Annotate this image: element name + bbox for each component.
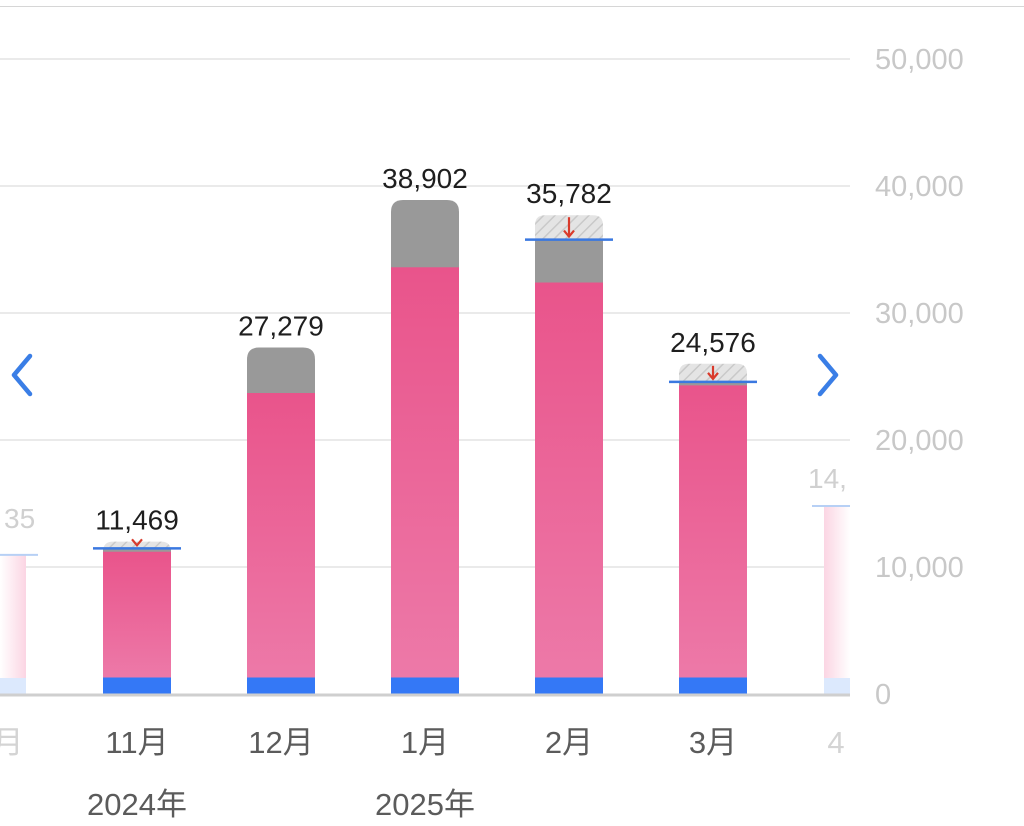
reduction-arrow-head (131, 538, 143, 548)
gray-segment (391, 199, 459, 269)
partial-bar-left-base (0, 678, 26, 694)
blue-segment (391, 677, 459, 694)
partial-month-left: 月 (0, 725, 24, 760)
partial-value-label-left: 35 (4, 503, 35, 534)
pink-segment (535, 282, 603, 678)
next-period-button[interactable] (808, 350, 848, 400)
y-tick-label: 50,000 (875, 44, 964, 76)
reduction-arrow-head (707, 372, 719, 381)
x-tick-label: 1月 (401, 725, 449, 760)
pink-segment (679, 385, 747, 678)
y-tick-label: 40,000 (875, 171, 964, 203)
x-tick-label: 2月 (545, 725, 593, 760)
blue-segment (103, 677, 171, 694)
partial-value-label-right: 14, (808, 463, 847, 494)
year-label: 2024年 (87, 787, 187, 822)
y-tick-label: 20,000 (875, 425, 964, 457)
y-tick-label: 30,000 (875, 298, 964, 330)
bars (93, 199, 757, 694)
value-labels: 11,469 27,279 38,902 35,782 24,576 (95, 163, 756, 536)
gray-segment (679, 381, 747, 387)
x-tick-label: 11月 (105, 725, 168, 760)
blue-segment (247, 677, 315, 694)
reduction-arrow-head (563, 229, 575, 239)
partial-month-right: 4 (827, 725, 844, 760)
y-tick-label: 10,000 (875, 552, 964, 584)
partial-bars: 35 14, (0, 463, 850, 694)
pink-segment (103, 551, 171, 678)
y-axis: 0 10,000 20,000 30,000 40,000 50,000 (875, 44, 964, 711)
partial-bar-right (824, 506, 850, 694)
bar-value-label: 38,902 (382, 163, 468, 194)
chevron-left-icon (11, 353, 33, 397)
gray-segment (103, 548, 171, 553)
partial-bar-left (0, 554, 26, 694)
partial-bar-right-base (824, 678, 850, 694)
y-tick-label: 0 (875, 679, 891, 711)
gray-segment (535, 239, 603, 284)
bar-value-label: 24,576 (670, 327, 756, 358)
blue-segment (679, 677, 747, 694)
gray-segment (247, 347, 315, 395)
year-label: 2025年 (375, 787, 475, 822)
top-divider (0, 6, 1024, 7)
bar-value-label: 27,279 (238, 311, 324, 342)
x-tick-label: 3月 (689, 725, 737, 760)
blue-segment (535, 677, 603, 694)
bar-value-label: 35,782 (526, 178, 612, 209)
previous-period-button[interactable] (2, 350, 42, 400)
x-axis: 11月 12月 1月 2月 3月 月 4 2024年 2025年 (0, 693, 850, 822)
pink-segment (391, 267, 459, 678)
pink-segment (247, 393, 315, 678)
chevron-right-icon (817, 353, 839, 397)
x-tick-label: 12月 (248, 725, 313, 760)
bar-value-label: 11,469 (95, 505, 179, 536)
